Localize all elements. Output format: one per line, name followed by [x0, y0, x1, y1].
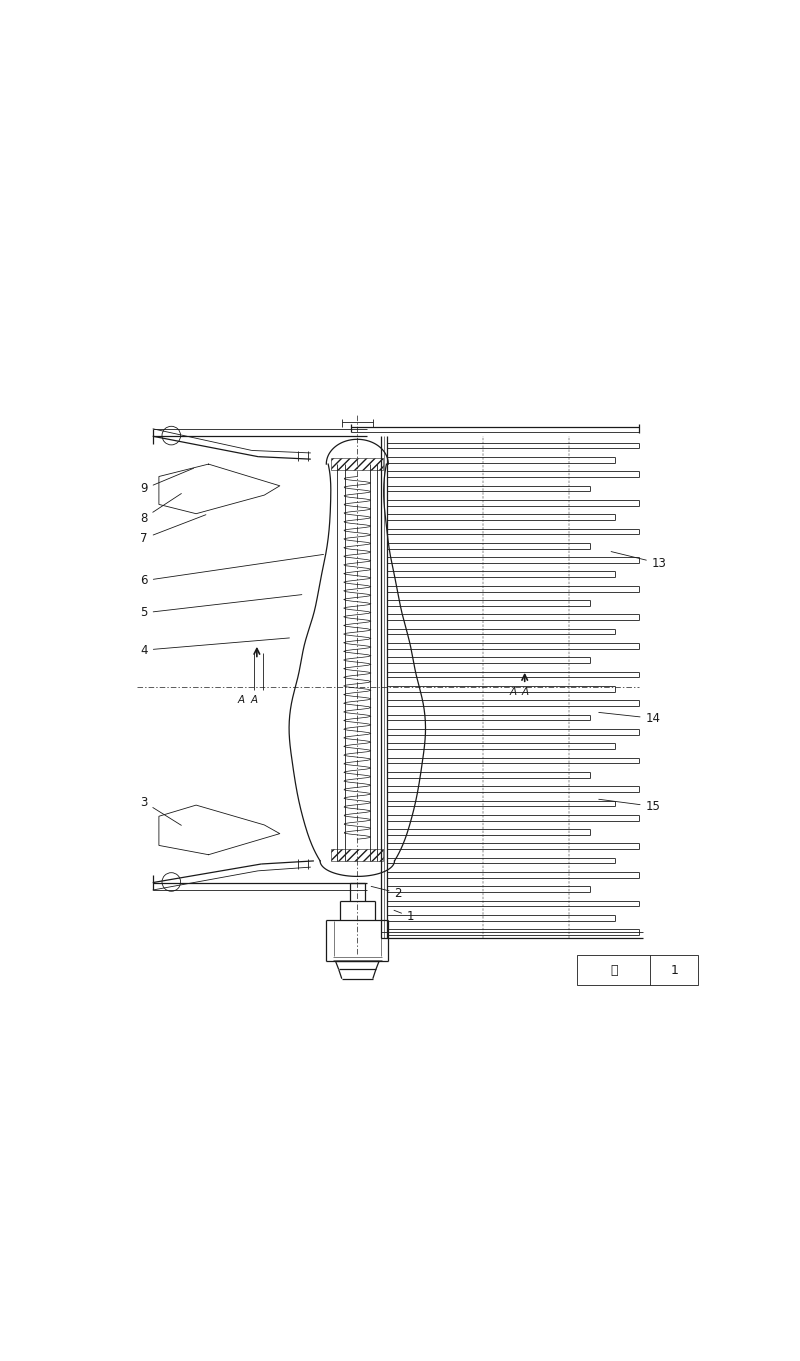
Polygon shape: [331, 848, 383, 862]
Text: 图: 图: [610, 964, 618, 977]
Text: 14: 14: [598, 712, 661, 725]
Text: A: A: [521, 687, 528, 697]
Text: 6: 6: [140, 554, 323, 587]
Text: A: A: [250, 694, 258, 705]
Text: A: A: [510, 687, 517, 697]
Text: 5: 5: [140, 595, 302, 619]
Text: 13: 13: [611, 551, 666, 570]
Bar: [578, 955, 698, 985]
Text: 15: 15: [598, 799, 661, 813]
Text: 8: 8: [140, 494, 182, 524]
Text: 1: 1: [394, 911, 414, 923]
Text: 2: 2: [371, 886, 402, 900]
Polygon shape: [331, 457, 383, 471]
Text: 4: 4: [140, 638, 290, 656]
Text: 7: 7: [140, 514, 206, 544]
Text: 3: 3: [140, 796, 182, 825]
Text: 1: 1: [670, 964, 678, 977]
Text: 9: 9: [140, 468, 194, 495]
Text: A: A: [238, 694, 245, 705]
